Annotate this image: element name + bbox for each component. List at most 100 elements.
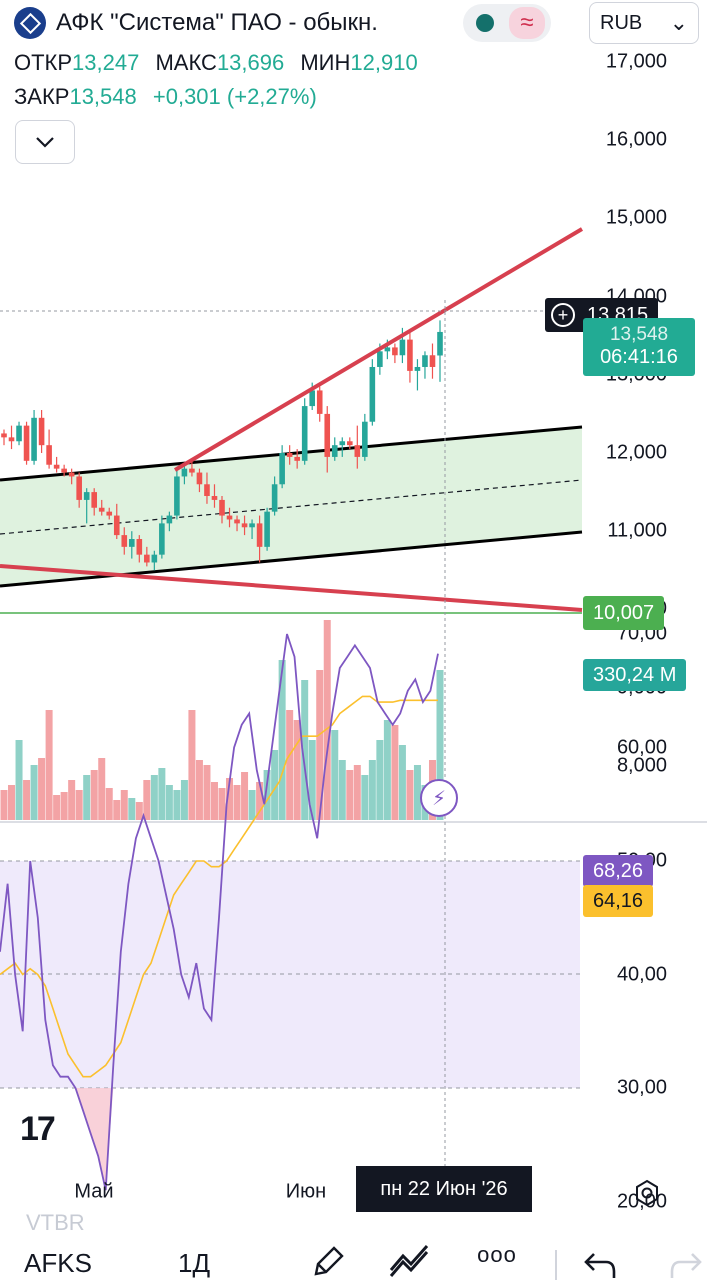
- volume-bar: [128, 798, 136, 820]
- candle-body: [384, 347, 391, 352]
- candle-body: [91, 492, 98, 508]
- candle-body: [196, 472, 203, 485]
- volume-bar: [398, 745, 406, 820]
- volume-bar: [323, 620, 331, 820]
- pencil-icon[interactable]: [303, 1242, 349, 1280]
- candle-body: [76, 476, 82, 500]
- volume-bar: [383, 720, 391, 820]
- volume-bar: [68, 780, 76, 820]
- candle-body: [16, 425, 22, 442]
- tradingview-logo[interactable]: 17: [20, 1110, 56, 1148]
- volume-bar: [8, 785, 16, 820]
- candle-body: [98, 507, 105, 512]
- interval-button[interactable]: 1Д: [178, 1248, 211, 1278]
- candle-body: [429, 355, 436, 367]
- volume-bar: [353, 765, 361, 820]
- candle-body: [256, 523, 263, 547]
- candle-body: [331, 445, 338, 457]
- last-price-tag: 13,548 06:41:16: [583, 318, 695, 376]
- volume-bar: [0, 790, 8, 820]
- symbol-button[interactable]: AFKS: [24, 1248, 92, 1278]
- candle-body: [339, 441, 346, 446]
- volume-bar: [316, 670, 324, 820]
- candle-body: [309, 390, 316, 407]
- indicators-icon[interactable]: [386, 1242, 432, 1280]
- candle-body: [181, 468, 188, 477]
- candle-body: [422, 355, 428, 367]
- candle-body: [294, 456, 300, 461]
- volume-bar: [60, 792, 68, 820]
- volume-bar: [180, 780, 188, 820]
- ohlc-row-1: ОТКР13,247 МАКС13,696 МИН12,910: [14, 50, 428, 76]
- volume-bar: [158, 768, 166, 820]
- volume-bar: [218, 788, 226, 820]
- change-value: +0,301 (+2,27%): [152, 84, 317, 109]
- volume-bar: [271, 750, 279, 820]
- open-value: 13,247: [72, 50, 140, 75]
- volume-bar: [226, 778, 234, 820]
- candle-body: [8, 437, 15, 442]
- close-value: 13,548: [69, 84, 137, 109]
- volume-bar: [368, 760, 376, 820]
- horizontal-level-tag: 10,007: [583, 596, 665, 630]
- volume-bar: [120, 790, 128, 820]
- company-logo-icon: [14, 7, 46, 39]
- delayed-data-icon: ≈: [509, 7, 545, 39]
- candle-body: [151, 554, 158, 563]
- volume-bar: [406, 770, 414, 820]
- volume-bar: [203, 765, 211, 820]
- rsi-ma-value: 64,16: [593, 889, 644, 912]
- price-axis-label: 16,000: [605, 128, 667, 151]
- volume-bar: [98, 758, 106, 820]
- chart-settings-icon[interactable]: [632, 1178, 662, 1208]
- candle-body: [354, 445, 361, 457]
- volume-bar: [338, 760, 346, 820]
- redo-icon[interactable]: [663, 1242, 707, 1280]
- candle-body: [204, 484, 210, 497]
- collapse-legend-button[interactable]: [15, 120, 75, 164]
- lightning-icon[interactable]: ⚡: [420, 779, 458, 817]
- chevron-down-icon: ⌄: [669, 10, 688, 35]
- volume-bar: [361, 775, 369, 820]
- volume-bar: [15, 740, 23, 820]
- volume-bar: [53, 795, 61, 820]
- volume-bar: [135, 802, 143, 820]
- price-axis-label: 11,000: [607, 519, 667, 542]
- x-label-jun: Июн: [285, 1180, 327, 1203]
- candle-body: [144, 554, 150, 563]
- symbol-header[interactable]: АФК "Система" ПАО - обыкн.: [14, 4, 378, 42]
- currency-select[interactable]: RUB ⌄: [589, 2, 699, 44]
- more-icon[interactable]: ooo: [474, 1242, 520, 1280]
- low-value: 12,910: [350, 50, 418, 75]
- candle-body: [23, 425, 30, 461]
- add-alert-icon[interactable]: +: [551, 303, 575, 327]
- candle-body: [174, 476, 180, 516]
- candle-body: [159, 523, 165, 555]
- volume-bar: [256, 782, 264, 820]
- candle-body: [106, 511, 113, 516]
- volume-bar: [293, 720, 301, 820]
- volume-bar: [436, 670, 444, 820]
- candle-body: [121, 535, 128, 547]
- volume-bar: [331, 730, 339, 820]
- candle-body: [31, 417, 37, 461]
- candle-body: [68, 472, 75, 477]
- level-value: 10,007: [593, 601, 655, 624]
- candle-body: [301, 406, 308, 461]
- volume-bar: [45, 710, 53, 820]
- market-status-pill[interactable]: ≈: [463, 4, 551, 42]
- volume-bar: [188, 710, 196, 820]
- undo-icon[interactable]: [577, 1242, 623, 1280]
- volume-bar: [165, 785, 173, 820]
- volume-bar: [301, 680, 309, 820]
- volume-value: 330,24 M: [593, 663, 677, 686]
- volume-bar: [263, 770, 271, 820]
- candle-body: [414, 366, 421, 371]
- chevron-down-icon: [36, 137, 54, 148]
- volume-bar: [75, 790, 83, 820]
- candle-body: [377, 351, 383, 367]
- volume-bar: [210, 782, 218, 820]
- volume-bar: [376, 740, 384, 820]
- rsi-line: [0, 633, 439, 1191]
